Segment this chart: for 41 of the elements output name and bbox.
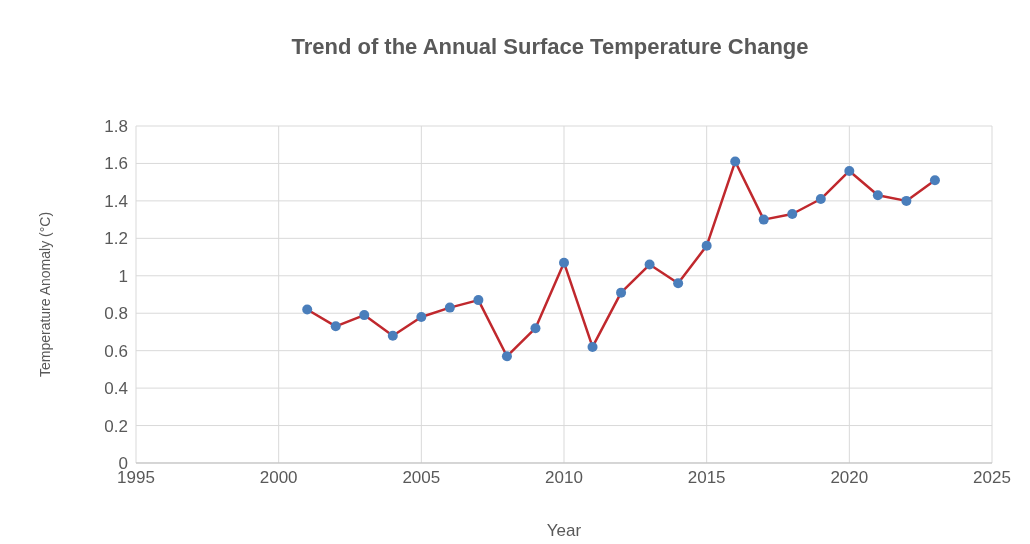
y-axis-title: Temperature Anomaly (°C): [36, 211, 53, 378]
y-tick-label: 0.8: [104, 304, 128, 324]
point: [929, 175, 940, 186]
point: [730, 156, 741, 167]
point: [302, 304, 313, 315]
point: [501, 351, 512, 362]
x-tick-label: 2000: [259, 468, 298, 488]
point: [901, 195, 912, 206]
x-tick-label: 2025: [973, 468, 1011, 488]
point: [416, 311, 427, 322]
point: [844, 165, 855, 176]
y-tick-label: 1.4: [104, 191, 128, 211]
point: [644, 259, 655, 270]
point: [330, 321, 341, 332]
point: [473, 295, 484, 306]
y-tick-label: 1.2: [104, 229, 128, 249]
point: [444, 302, 455, 313]
y-tick-label: 0.2: [104, 416, 128, 436]
point: [387, 330, 398, 341]
x-tick-label: 2020: [830, 468, 869, 488]
point: [673, 278, 684, 289]
point: [530, 323, 541, 334]
point: [616, 287, 627, 298]
x-tick-label: 2005: [402, 468, 441, 488]
point: [787, 208, 798, 219]
x-axis-title: Year: [546, 521, 582, 540]
point: [872, 190, 883, 201]
point: [758, 214, 769, 225]
x-tick-label: 2010: [545, 468, 583, 488]
point: [587, 341, 598, 352]
y-tick-label: 1.6: [104, 154, 128, 174]
y-tick-label: 1.8: [104, 117, 128, 137]
y-tick-label: 0.6: [104, 341, 128, 361]
y-tick-label: 0.4: [104, 379, 128, 399]
x-tick-label: 2015: [687, 468, 726, 488]
point: [701, 240, 712, 251]
chart-title: Trend of the Annual Surface Temperature Change: [290, 33, 810, 61]
point: [359, 310, 370, 321]
point: [559, 257, 569, 268]
y-tick-label: 1: [118, 266, 128, 286]
point: [815, 194, 826, 205]
